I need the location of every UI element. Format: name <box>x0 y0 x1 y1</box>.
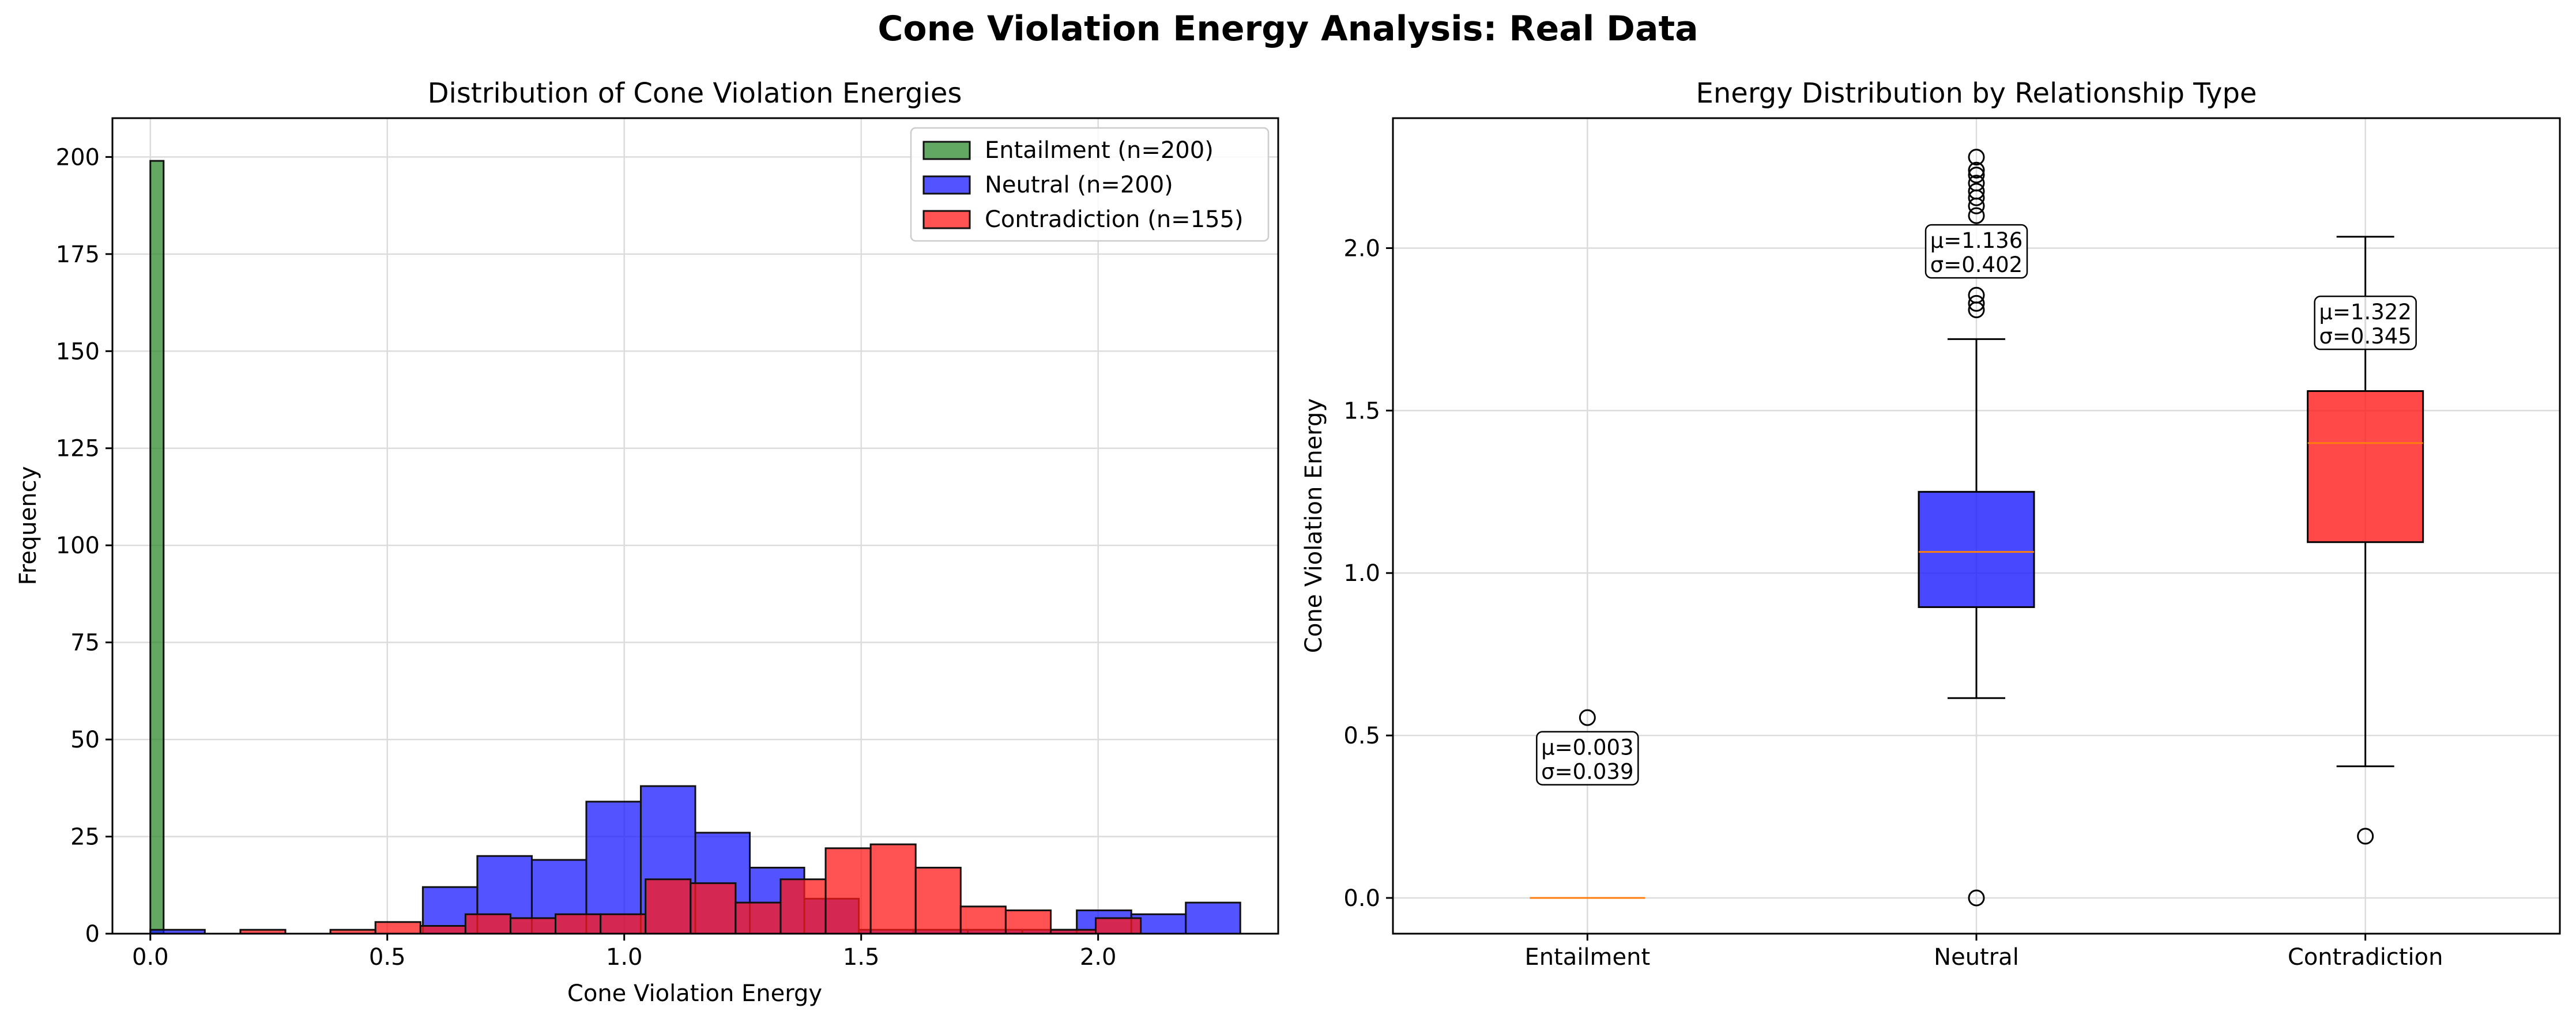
histogram-bar-contradiction <box>419 925 466 935</box>
histogram-xtick-label: 0.5 <box>369 944 406 971</box>
histogram-ytick-label: 25 <box>70 824 100 851</box>
box-neutral <box>1918 149 2035 907</box>
outlier-point-neutral <box>1968 295 1985 312</box>
legend-swatch-contradiction <box>922 210 971 229</box>
histogram-title: Distribution of Cone Violation Energies <box>428 77 962 110</box>
boxplot-ytick-label: 2.0 <box>1343 235 1380 262</box>
histogram-ylabel: Frequency <box>15 466 42 586</box>
histogram-panel: Distribution of Cone Violation Energies … <box>15 77 1279 1007</box>
histogram-ytick-label: 75 <box>70 630 100 656</box>
histogram-bar-contradiction <box>869 843 917 935</box>
boxplot-xtick-label: Entailment <box>1525 944 1651 971</box>
histogram-bar-contradiction <box>779 878 827 935</box>
outlier-point-neutral <box>1968 175 1985 192</box>
boxplot-ticks: 0.0 0.5 1.0 1.5 2.0 Entailment Neutral Contradi… <box>1343 235 2443 971</box>
legend-label-contradiction: Contradiction (n=155) <box>985 206 1244 233</box>
histogram-ytick-label: 50 <box>70 727 100 753</box>
mean-label-contradiction: μ=1.322 <box>2319 300 2411 324</box>
histogram-bar-contradiction <box>645 878 692 935</box>
mean-label-entailment: μ=0.003 <box>1541 735 1633 760</box>
box-body-contradiction <box>2307 390 2424 543</box>
box-body-neutral <box>1918 490 2035 608</box>
histogram-frame <box>111 117 1279 935</box>
boxplot-panel: Energy Distribution by Relationship Type… <box>1301 77 2561 971</box>
histogram-bar-contradiction <box>914 866 962 935</box>
histogram-ytick-label: 150 <box>56 338 100 365</box>
outlier-point-neutral <box>1968 167 1985 184</box>
legend-swatch-entailment <box>922 141 971 160</box>
histogram-bar-contradiction <box>690 882 737 935</box>
stats-box-entailment <box>1536 731 1639 786</box>
histogram-bar-contradiction <box>1004 909 1052 935</box>
histogram-bar-entailment <box>149 160 165 935</box>
outlier-point-contradiction <box>2357 828 2374 845</box>
histogram-bar-contradiction <box>509 917 557 935</box>
figure-title: Cone Violation Energy Analysis: Real Dat… <box>878 9 1698 49</box>
std-label-neutral: σ=0.402 <box>1930 252 2023 277</box>
histogram-bar-contradiction <box>555 913 602 935</box>
histogram-bar-contradiction <box>464 913 511 935</box>
legend-swatch-neutral <box>922 175 971 195</box>
box-contradiction <box>2307 236 2424 845</box>
histogram-ytick-label: 175 <box>56 241 100 268</box>
histogram-legend-box <box>910 127 1270 242</box>
legend-label-entailment: Entailment (n=200) <box>985 137 1214 164</box>
histogram-bar-contradiction <box>600 913 647 935</box>
boxplot-ytick-label: 1.0 <box>1343 560 1380 587</box>
histogram-xtick-label: 2.0 <box>1080 944 1117 971</box>
histogram-xtick-label: 0.0 <box>132 944 169 971</box>
histogram-bar-contradiction <box>959 905 1007 935</box>
histogram-xlabel: Cone Violation Energy <box>567 980 822 1007</box>
boxplot-ytick-label: 0.5 <box>1343 723 1380 749</box>
mean-label-neutral: μ=1.136 <box>1930 228 2023 253</box>
outlier-point-neutral <box>1968 286 1985 304</box>
boxplot-xtick-label: Contradiction <box>2288 944 2443 971</box>
std-label-contradiction: σ=0.345 <box>2319 324 2411 349</box>
histogram-bar-neutral <box>585 801 642 935</box>
histogram-ytick-label: 0 <box>85 921 100 947</box>
histogram-bar-contradiction <box>735 901 782 935</box>
histogram-ytick-label: 100 <box>56 533 100 559</box>
legend-label-neutral: Neutral (n=200) <box>985 172 1173 198</box>
histogram-xtick-label: 1.0 <box>606 944 643 971</box>
histogram-bar-neutral <box>1185 901 1241 935</box>
outlier-point-entailment <box>1579 709 1596 726</box>
outlier-point-neutral <box>1968 889 1985 907</box>
box-entailment <box>1530 709 1645 899</box>
histogram-ytick-label: 200 <box>56 144 100 171</box>
outlier-point-neutral <box>1968 183 1985 200</box>
boxplot-title: Energy Distribution by Relationship Type <box>1696 77 2257 110</box>
outlier-point-neutral <box>1968 207 1985 224</box>
histogram-bar-contradiction <box>374 921 421 935</box>
histogram-ytick-label: 125 <box>56 436 100 462</box>
histogram-legend: Entailment (n=200) Neutral (n=200) Contrad… <box>910 127 1270 242</box>
boxplot-xtick-label: Neutral <box>1934 944 2019 971</box>
std-label-entailment: σ=0.039 <box>1541 760 1633 784</box>
stats-box-neutral <box>1925 224 2028 279</box>
histogram-ticks: 0.0 0.5 1.0 1.5 2.0 0 25 50 75 100 125 150 175 200 <box>56 144 1117 971</box>
boxplot-ylabel: Cone Violation Energy <box>1301 398 1327 653</box>
histogram-bars <box>149 160 1241 935</box>
outlier-point-neutral <box>1968 149 1985 166</box>
outlier-point-neutral <box>1968 161 1985 179</box>
histogram-bar-contradiction <box>824 847 872 935</box>
histogram-bar-contradiction <box>1095 917 1142 935</box>
stats-box-contradiction <box>2314 295 2417 350</box>
boxplot-ytick-label: 0.0 <box>1343 885 1380 912</box>
boxplot-boxes <box>1530 149 2424 907</box>
histogram-xtick-label: 1.5 <box>843 944 880 971</box>
boxplot-ytick-label: 1.5 <box>1343 398 1380 424</box>
